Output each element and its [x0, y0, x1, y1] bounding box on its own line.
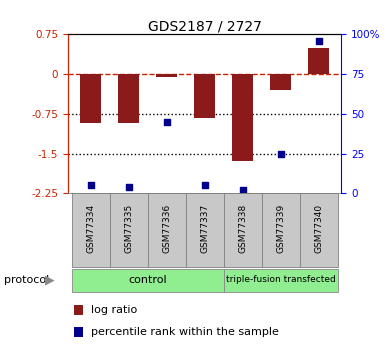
Text: protocol: protocol: [4, 275, 49, 285]
Bar: [186, 193, 223, 267]
Text: control: control: [128, 275, 167, 285]
Bar: [262, 193, 300, 267]
Point: [201, 183, 208, 188]
Text: GSM77337: GSM77337: [200, 204, 209, 254]
Text: log ratio: log ratio: [91, 305, 137, 315]
Text: GSM77334: GSM77334: [86, 204, 95, 253]
Text: triple-fusion transfected: triple-fusion transfected: [226, 275, 336, 284]
Title: GDS2187 / 2727: GDS2187 / 2727: [148, 19, 262, 33]
Point: [88, 183, 94, 188]
Bar: [148, 193, 186, 267]
Bar: [80, 74, 101, 123]
Point: [164, 119, 170, 125]
Bar: [270, 74, 291, 90]
Text: GSM77335: GSM77335: [124, 204, 133, 254]
Bar: [72, 193, 110, 267]
Text: percentile rank within the sample: percentile rank within the sample: [91, 327, 279, 337]
Bar: [72, 269, 223, 292]
Bar: [232, 74, 253, 161]
Bar: [223, 269, 338, 292]
Point: [126, 184, 132, 190]
Text: GSM77340: GSM77340: [314, 204, 323, 253]
Text: ▶: ▶: [45, 274, 54, 287]
Text: GSM77339: GSM77339: [276, 204, 285, 254]
Text: GSM77336: GSM77336: [162, 204, 171, 254]
Bar: [156, 74, 177, 77]
Bar: [194, 74, 215, 118]
Bar: [118, 74, 139, 124]
Bar: [110, 193, 148, 267]
Bar: [300, 193, 338, 267]
Point: [239, 187, 246, 193]
Bar: [308, 48, 329, 74]
Text: GSM77338: GSM77338: [238, 204, 247, 254]
Point: [315, 38, 322, 43]
Bar: [223, 193, 262, 267]
Point: [277, 151, 284, 156]
